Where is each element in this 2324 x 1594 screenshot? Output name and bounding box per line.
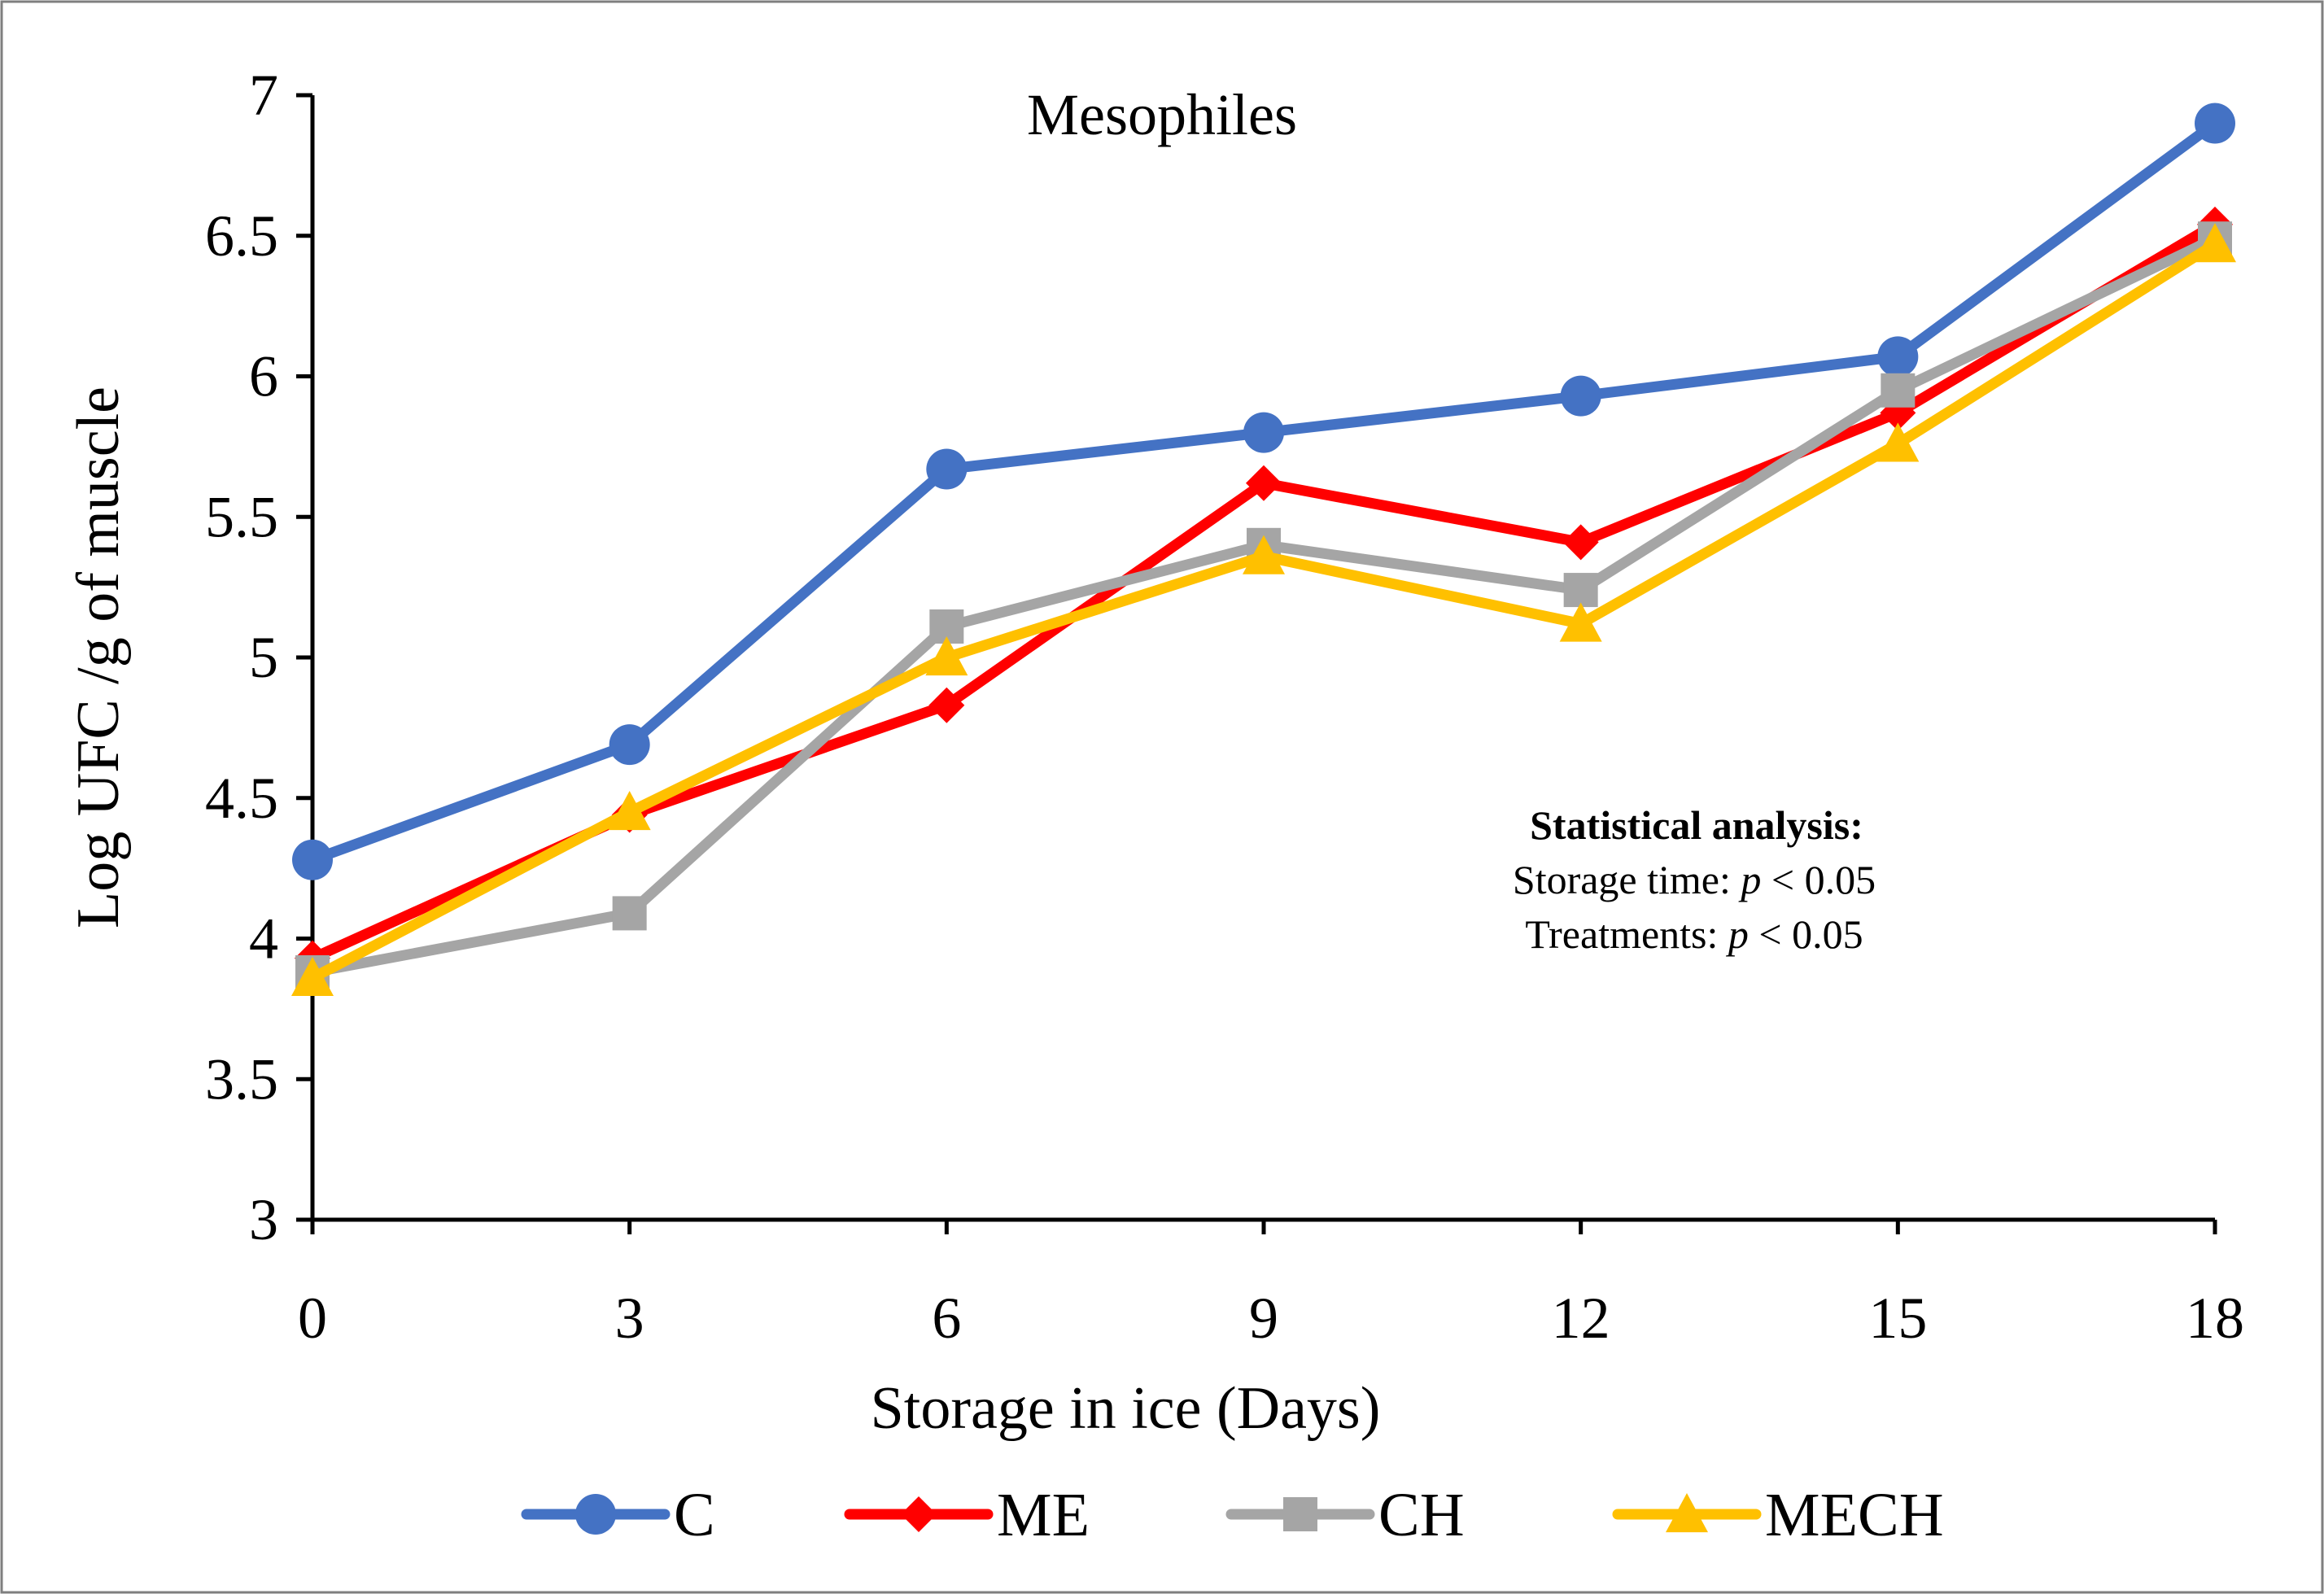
y-tick-label: 5 [249, 625, 278, 690]
x-tick-label: 0 [298, 1286, 327, 1351]
y-tick-label: 7 [249, 63, 278, 128]
series-ch-point [1563, 573, 1598, 608]
legend: C ME CH MECH [521, 1481, 1944, 1549]
x-axis: 0 3 6 9 12 15 18 [298, 1217, 2244, 1351]
legend-label: CH [1378, 1481, 1465, 1549]
y-tick-label: 3.5 [205, 1046, 278, 1111]
series-mech-point [608, 791, 651, 831]
series-mech-point [1243, 535, 1285, 574]
stats-treatments: Treatments: p < 0.05 [1525, 911, 1863, 957]
x-tick-label: 3 [615, 1286, 644, 1351]
legend-swatch-marker [901, 1496, 937, 1532]
x-tick-label: 9 [1249, 1286, 1278, 1351]
series-mech-point [925, 636, 968, 676]
stats-annotation: Statistical analysis: Storage time: p < … [1513, 802, 1876, 957]
series-c-point [1877, 336, 1919, 378]
legend-swatch-marker [1283, 1497, 1317, 1531]
y-tick-label: 5.5 [205, 484, 278, 549]
legend-item-mech: MECH [1612, 1481, 1944, 1549]
legend-label: C [674, 1481, 715, 1549]
legend-swatch-marker [575, 1494, 616, 1535]
y-axis-title: Log UFC /g of muscle [65, 386, 132, 928]
y-tick-label: 4 [249, 906, 278, 972]
x-tick-label: 12 [1552, 1286, 1610, 1351]
series-c-point [292, 839, 333, 880]
series-c [292, 103, 2235, 880]
legend-label: MECH [1765, 1481, 1944, 1549]
y-axis: 3 3.5 4 4.5 5 5.5 6 6.5 7 [205, 63, 315, 1252]
series-c-point [926, 448, 968, 490]
series-me-point [1562, 524, 1599, 561]
legend-swatch-marker [1666, 1493, 1708, 1533]
series-c-point [609, 724, 650, 766]
y-tick-label: 6.5 [205, 203, 278, 269]
legend-item-c: C [521, 1481, 715, 1549]
series-c-point [1560, 375, 1601, 417]
x-tick-label: 6 [932, 1286, 961, 1351]
series-ch-point [612, 896, 647, 931]
legend-item-ch: CH [1225, 1481, 1465, 1549]
series-mech-point [291, 956, 334, 996]
y-tick-label: 3 [249, 1187, 278, 1252]
series-me-point [1246, 465, 1282, 501]
series-mech-point [1876, 422, 1920, 462]
series-mech-point [1559, 602, 1602, 642]
chart-title: Mesophiles [1027, 82, 1297, 147]
stats-storage-time: Storage time: p < 0.05 [1513, 857, 1876, 902]
series-mech-point [2194, 223, 2236, 263]
legend-item-me: ME [844, 1481, 1090, 1549]
series-ch-point [1881, 373, 1916, 408]
series-c-point [2195, 103, 2235, 144]
series-me-point [928, 687, 965, 723]
x-axis-title: Storage in ice (Days) [871, 1375, 1381, 1442]
stats-heading: Statistical analysis: [1530, 802, 1863, 848]
y-tick-label: 6 [249, 344, 278, 409]
series-group [291, 103, 2236, 996]
x-tick-label: 18 [2186, 1286, 2244, 1351]
series-c-point [1243, 412, 1284, 453]
x-tick-label: 15 [1868, 1286, 1927, 1351]
legend-label: ME [997, 1481, 1090, 1549]
y-tick-label: 4.5 [205, 766, 278, 831]
series-mech [291, 223, 2236, 996]
